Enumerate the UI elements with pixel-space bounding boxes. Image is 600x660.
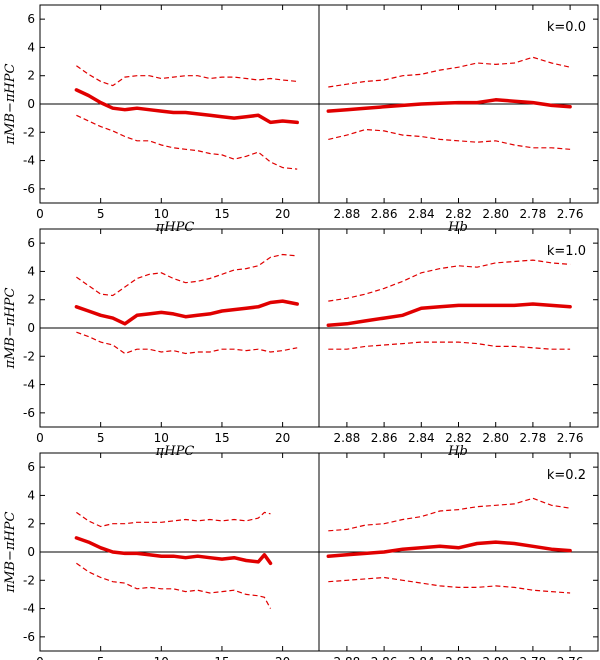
mean-difference-line <box>74 536 273 566</box>
y-axis-label: πMB−πHPC <box>3 64 18 146</box>
panel-1-right: 2.88 2.86 2.84 2.82 2.80 2.78 2.76 Hb <box>318 228 599 459</box>
mean-difference-line <box>326 302 572 327</box>
x-tick-label: 2.84 <box>408 655 435 660</box>
k-annotation: k=0.0 <box>547 20 586 35</box>
x-tick-label: 2.84 <box>408 431 435 445</box>
y-tick-label: 4 <box>27 40 35 54</box>
y-tick-label: -2 <box>23 573 35 587</box>
x-tick-label: 2.78 <box>520 207 547 221</box>
upper-bound-line <box>76 253 298 297</box>
y-tick-label: 6 <box>27 12 35 26</box>
x-tick-label: 10 <box>154 431 169 445</box>
x-tick-label: 15 <box>214 207 229 221</box>
y-tick-label: 0 <box>27 321 35 335</box>
x-tick-label: 2.76 <box>557 655 584 660</box>
x-axis-label: πHPC <box>155 220 195 235</box>
mean-difference-line <box>74 299 299 326</box>
upper-bound-line <box>328 259 571 302</box>
mean-difference-line <box>326 98 572 113</box>
x-tick-label: 20 <box>275 431 290 445</box>
x-tick-label: 2.76 <box>557 207 584 221</box>
y-tick-label: -6 <box>23 406 35 420</box>
upper-bound-line <box>76 511 271 528</box>
lower-bound-line <box>328 128 571 150</box>
x-tick-label: 20 <box>275 207 290 221</box>
upper-bound-line <box>328 56 571 88</box>
k-annotation: k=0.2 <box>547 468 586 483</box>
y-tick-label: -4 <box>23 154 35 168</box>
upper-bound-line <box>328 497 571 532</box>
x-axis-label: πHPC <box>155 444 195 459</box>
k-annotation: k=1.0 <box>547 244 586 259</box>
lower-bound-line <box>76 114 298 170</box>
x-tick-label: 2.82 <box>445 655 472 660</box>
x-tick-label: 2.78 <box>520 655 547 660</box>
y-tick-label: 2 <box>27 293 35 307</box>
lower-bound-line <box>328 576 571 594</box>
x-tick-label: 5 <box>97 207 105 221</box>
x-tick-label: 0 <box>36 655 44 660</box>
x-tick-label: 15 <box>214 655 229 660</box>
y-tick-label: 2 <box>27 69 35 83</box>
y-tick-label: 4 <box>27 264 35 278</box>
x-tick-label: 2.80 <box>482 207 509 221</box>
x-tick-label: 2.76 <box>557 431 584 445</box>
lower-bound-line <box>76 562 272 609</box>
panel-0-left: 0 5 10 15 20 πHPC <box>36 4 320 235</box>
y-tick-label: 6 <box>27 460 35 474</box>
lower-bound-line <box>76 331 298 355</box>
y-tick-label: -6 <box>23 630 35 644</box>
y-tick-label: -2 <box>23 349 35 363</box>
y-tick-label: 0 <box>27 97 35 111</box>
panel-1-left: 0 5 10 15 20 πHPC <box>36 228 320 459</box>
x-axis-label: Hb <box>447 220 468 235</box>
y-tick-label: 2 <box>27 517 35 531</box>
x-tick-label: 2.84 <box>408 207 435 221</box>
y-tick-label: -4 <box>23 378 35 392</box>
x-tick-label: 2.82 <box>445 431 472 445</box>
x-tick-label: 2.88 <box>334 655 361 660</box>
y-tick-label: 6 <box>27 236 35 250</box>
y-tick-label: -6 <box>23 182 35 196</box>
mean-difference-line <box>326 540 572 558</box>
x-tick-label: 0 <box>36 207 44 221</box>
x-tick-label: 2.80 <box>482 655 509 660</box>
x-tick-label: 15 <box>214 431 229 445</box>
x-tick-label: 10 <box>154 207 169 221</box>
x-tick-label: 2.86 <box>371 655 398 660</box>
y-axis-label: πMB−πHPC <box>3 288 18 370</box>
y-tick-label: -4 <box>23 602 35 616</box>
x-axis-label: Hb <box>447 444 468 459</box>
x-tick-label: 2.82 <box>445 207 472 221</box>
row-2-group: 05101520πHPC2.882.862.842.822.802.782.76… <box>3 452 599 660</box>
x-tick-label: 2.86 <box>371 431 398 445</box>
panel-0-right: 2.88 2.86 2.84 2.82 2.80 2.78 2.76 Hb <box>318 4 599 235</box>
x-tick-label: 2.88 <box>334 431 361 445</box>
x-tick-label: 2.86 <box>371 207 398 221</box>
x-tick-label: 5 <box>97 655 105 660</box>
x-tick-label: 2.80 <box>482 431 509 445</box>
mean-difference-line <box>74 88 299 125</box>
x-tick-label: 2.88 <box>334 207 361 221</box>
x-tick-label: 20 <box>275 655 290 660</box>
y-tick-label: 0 <box>27 545 35 559</box>
x-tick-label: 2.78 <box>520 431 547 445</box>
lower-bound-line <box>328 341 571 350</box>
y-axis-label: πMB−πHPC <box>3 512 18 594</box>
x-tick-label: 10 <box>154 655 169 660</box>
y-tick-label: 4 <box>27 488 35 502</box>
upper-bound-line <box>76 65 298 87</box>
x-tick-label: 5 <box>97 431 105 445</box>
y-tick-label: -2 <box>23 125 35 139</box>
x-tick-label: 0 <box>36 431 44 445</box>
